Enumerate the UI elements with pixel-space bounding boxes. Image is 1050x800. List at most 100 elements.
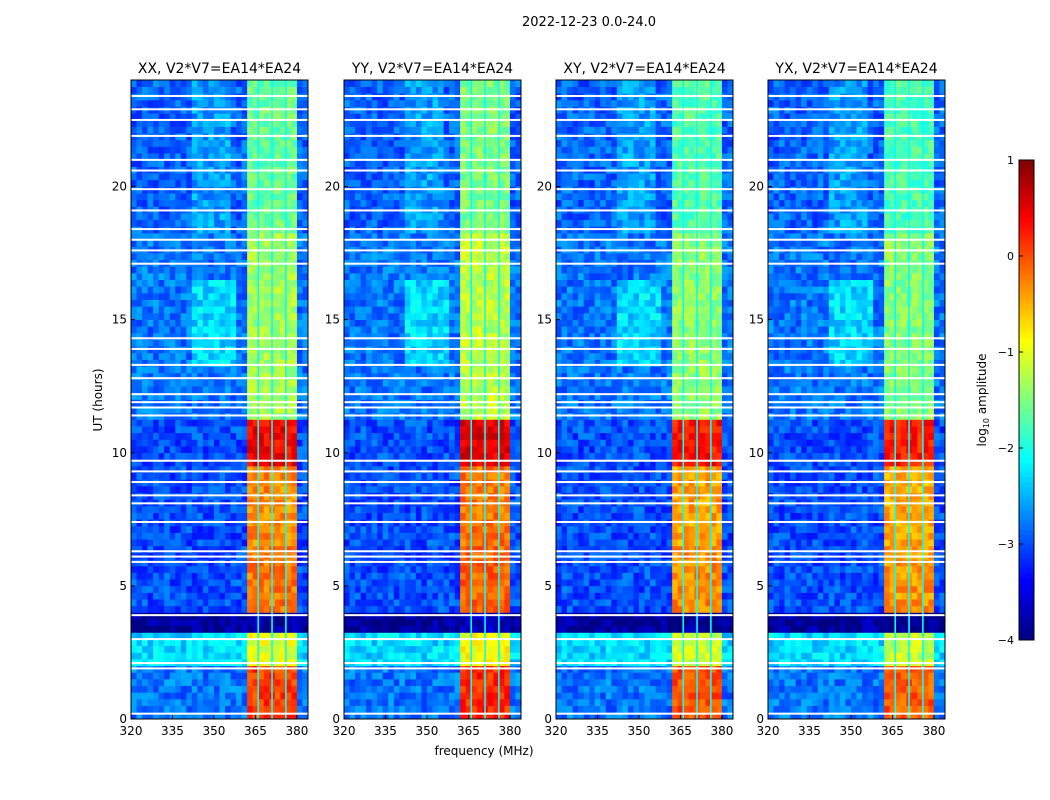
- heatmap-cell: [263, 599, 270, 607]
- heatmap-cell: [404, 486, 411, 493]
- heatmap-cell: [230, 426, 237, 434]
- heatmap-cell: [274, 99, 281, 107]
- heatmap-cell: [388, 472, 395, 480]
- heatmap-cell: [147, 253, 154, 261]
- heatmap-cell: [258, 525, 265, 533]
- heatmap-cell: [509, 466, 516, 474]
- heatmap-cell: [415, 359, 422, 367]
- heatmap-cell: [147, 293, 154, 300]
- heatmap-cell: [236, 652, 242, 660]
- heatmap-cell: [197, 705, 204, 713]
- heatmap-cell: [252, 372, 259, 380]
- heatmap-cell: [291, 233, 298, 241]
- heatmap-cell: [388, 332, 395, 340]
- heatmap-cell: [454, 332, 461, 340]
- heatmap-cell: [219, 213, 226, 221]
- heatmap-cell: [169, 645, 176, 653]
- heatmap-cell: [471, 692, 478, 700]
- heatmap-cell: [280, 366, 287, 374]
- heatmap-cell: [274, 439, 281, 447]
- heatmap-cell: [247, 299, 253, 307]
- heatmap-cell: [388, 699, 395, 706]
- heatmap-cell: [366, 679, 372, 687]
- heatmap-cell: [164, 306, 171, 314]
- heatmap-cell: [399, 379, 406, 387]
- heatmap-cell: [252, 459, 259, 467]
- heatmap-cell: [280, 619, 287, 627]
- heatmap-cell: [219, 712, 226, 720]
- heatmap-cell: [399, 579, 406, 587]
- heatmap-cell: [410, 459, 417, 467]
- heatmap-cell: [415, 512, 422, 520]
- heatmap-cell: [504, 359, 511, 367]
- heatmap-cell: [410, 699, 417, 706]
- heatmap-cell: [371, 512, 378, 520]
- heatmap-cell: [236, 339, 242, 347]
- heatmap-cell: [153, 406, 159, 414]
- heatmap-cell: [421, 352, 428, 360]
- heatmap-cell: [158, 266, 165, 274]
- heatmap-cell: [302, 605, 309, 613]
- heatmap-cell: [202, 153, 209, 161]
- heatmap-cell: [280, 253, 287, 261]
- heatmap-cell: [388, 692, 395, 700]
- heatmap-cell: [460, 592, 466, 600]
- heatmap-cell: [241, 426, 248, 434]
- heatmap-cell: [247, 712, 253, 720]
- heatmap-cell: [349, 605, 356, 613]
- heatmap-cell: [280, 452, 287, 460]
- heatmap-cell: [349, 419, 356, 427]
- heatmap-cell: [142, 585, 148, 593]
- heatmap-cell: [169, 545, 176, 553]
- heatmap-cell: [454, 352, 461, 360]
- heatmap-cell: [349, 652, 356, 660]
- heatmap-cell: [460, 379, 466, 387]
- heatmap-cell: [164, 672, 171, 680]
- heatmap-cell: [465, 486, 472, 493]
- heatmap-cell: [393, 432, 400, 440]
- heatmap-cell: [410, 532, 417, 540]
- heatmap-cell: [498, 406, 505, 414]
- heatmap-cell: [147, 712, 154, 720]
- heatmap-cell: [164, 539, 171, 547]
- heatmap-cell: [366, 392, 372, 400]
- heatmap-cell: [443, 619, 450, 627]
- heatmap-cell: [219, 273, 226, 280]
- heatmap-cell: [263, 452, 270, 460]
- heatmap-cell: [213, 279, 220, 287]
- heatmap-cell: [164, 406, 171, 414]
- heatmap-cell: [247, 80, 253, 87]
- heatmap-cell: [147, 299, 154, 307]
- heatmap-cell: [443, 579, 450, 587]
- heatmap-cell: [142, 173, 148, 181]
- heatmap-cell: [285, 312, 292, 320]
- heatmap-cell: [449, 439, 455, 447]
- heatmap-cell: [291, 139, 298, 147]
- y-tick-label: 0: [119, 712, 127, 726]
- heatmap-cell: [142, 506, 148, 513]
- heatmap-cell: [302, 213, 309, 221]
- heatmap-cell: [236, 605, 242, 613]
- heatmap-cell: [371, 685, 378, 693]
- heatmap-cell: [208, 672, 215, 680]
- heatmap-cell: [197, 352, 204, 360]
- heatmap-cell: [302, 486, 309, 493]
- heatmap-cell: [285, 352, 292, 360]
- heatmap-cell: [263, 392, 270, 400]
- heatmap-cell: [191, 426, 198, 434]
- heatmap-cell: [136, 472, 143, 480]
- heatmap-cell: [219, 306, 226, 314]
- heatmap-cell: [169, 146, 176, 154]
- heatmap-cell: [443, 439, 450, 447]
- heatmap-cell: [247, 126, 253, 134]
- heatmap-cell: [169, 179, 176, 187]
- heatmap-cell: [360, 506, 367, 513]
- heatmap-cell: [236, 299, 242, 307]
- heatmap-cell: [476, 332, 483, 340]
- heatmap-cell: [131, 86, 137, 94]
- heatmap-cell: [291, 512, 298, 520]
- heatmap-cell: [360, 386, 367, 394]
- heatmap-cell: [515, 585, 522, 593]
- heatmap-cell: [164, 446, 171, 454]
